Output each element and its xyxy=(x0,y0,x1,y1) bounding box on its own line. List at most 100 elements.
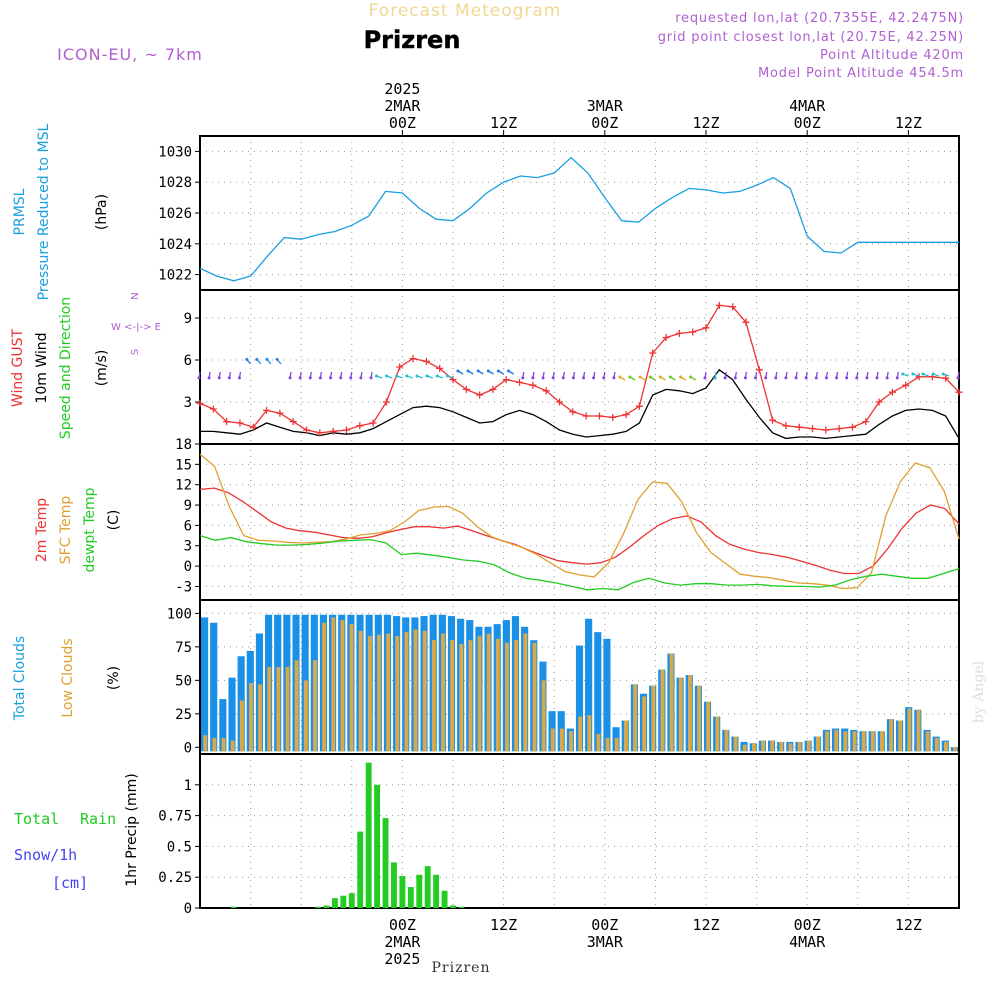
low-cloud-bar xyxy=(761,740,766,752)
gust-marker xyxy=(835,425,843,433)
low-cloud-bar xyxy=(907,708,912,752)
low-cloud-bar xyxy=(550,728,555,752)
gust-marker xyxy=(542,387,550,395)
requested-location: requested lon,lat (20.7355E, 42.2475N) xyxy=(675,11,964,26)
gust-marker xyxy=(289,418,297,426)
y-tick-label: 9 xyxy=(184,311,192,327)
compass-s: S xyxy=(130,349,141,355)
wind-direction-arrowhead xyxy=(911,372,915,376)
clouds-unit: (%) xyxy=(106,666,122,690)
wind-direction-arrowhead xyxy=(395,374,399,378)
low-cloud-bar xyxy=(870,731,875,752)
low-cloud-bar xyxy=(633,684,638,752)
wind-direction-arrowhead xyxy=(658,375,662,379)
gust-marker xyxy=(529,381,537,389)
gust-marker xyxy=(476,391,484,399)
wind-direction-arrowhead xyxy=(288,376,292,380)
gust-marker xyxy=(662,334,670,342)
bottom-time-label: 12Z xyxy=(692,916,719,934)
wind-direction-arrowhead xyxy=(435,374,439,378)
y-tick-label: 0 xyxy=(184,740,192,756)
wind-direction-arrowhead xyxy=(369,376,373,380)
gust-marker xyxy=(942,374,950,382)
wind-direction-arrowhead xyxy=(445,374,449,378)
low-cloud-bar xyxy=(303,680,308,752)
pressure-unit: (hPa) xyxy=(94,194,110,230)
wind-direction-arrowhead xyxy=(308,376,312,380)
y-tick-label: 1026 xyxy=(158,206,192,222)
rain-bar xyxy=(365,762,372,908)
gust-marker xyxy=(782,422,790,430)
total-clouds-label: Total Clouds xyxy=(12,636,28,721)
low-cloud-bar xyxy=(441,633,445,752)
gust-marker xyxy=(489,385,497,393)
low-cloud-bar xyxy=(834,729,839,752)
wind-direction-arrowhead xyxy=(602,376,606,380)
wind-direction-arrowhead xyxy=(689,375,693,379)
wind-direction-arrowhead xyxy=(865,376,869,380)
wind-direction-arrowhead xyxy=(507,369,511,373)
wind-direction-arrowhead xyxy=(733,376,737,380)
low-cloud-bar xyxy=(569,731,573,752)
low-clouds-label: Low Clouds xyxy=(60,638,76,717)
total-cloud-bar xyxy=(603,638,611,752)
low-cloud-bar xyxy=(313,660,317,752)
low-cloud-bar xyxy=(267,666,272,752)
low-cloud-bar xyxy=(660,669,665,752)
rain-bar xyxy=(441,890,448,908)
gust-marker xyxy=(356,422,364,430)
low-cloud-bar xyxy=(258,684,263,752)
gust-label: Wind GUST xyxy=(10,328,26,407)
gust-marker xyxy=(742,318,750,326)
y-tick-label: 6 xyxy=(184,353,192,369)
gust-marker xyxy=(276,409,284,417)
low-cloud-bar xyxy=(797,741,802,752)
gust-marker xyxy=(769,416,777,424)
low-cloud-bar xyxy=(605,737,610,752)
grid-location: grid point closest lon,lat (20.75E, 42.2… xyxy=(658,30,964,45)
low-cloud-bar xyxy=(724,729,729,752)
low-cloud-bar xyxy=(843,731,848,752)
low-cloud-bar xyxy=(788,743,793,752)
wind-direction-arrowhead xyxy=(425,374,429,378)
gust-marker xyxy=(236,419,244,427)
low-cloud-bar xyxy=(861,731,866,752)
snow-unit-label: [cm] xyxy=(52,874,88,892)
wind-direction-arrowhead xyxy=(227,376,231,380)
rain-bar xyxy=(399,875,406,908)
wind-direction-arrowhead xyxy=(723,376,727,380)
low-cloud-bar xyxy=(431,640,436,752)
wind-direction-arrowhead xyxy=(713,376,717,380)
gust-marker xyxy=(595,412,603,420)
y-tick-label: 1022 xyxy=(158,268,192,284)
low-cloud-bar xyxy=(934,737,939,752)
gust-marker xyxy=(422,357,430,365)
y-tick-label: 3 xyxy=(184,395,192,411)
wind-direction-arrowhead xyxy=(956,376,960,380)
low-cloud-bar xyxy=(559,728,564,752)
wind-label: 10m Wind xyxy=(34,332,50,403)
low-cloud-bar xyxy=(697,685,702,752)
low-cloud-bar xyxy=(925,731,930,752)
wind-direction-arrowhead xyxy=(835,376,839,380)
low-cloud-bar xyxy=(212,737,217,752)
low-cloud-bar xyxy=(852,731,857,752)
top-time-label: 2025 xyxy=(384,80,420,98)
low-cloud-bar xyxy=(349,624,354,752)
wind-direction-arrowhead xyxy=(628,375,632,379)
gust-marker xyxy=(635,402,643,410)
wind-direction-arrowhead xyxy=(804,376,808,380)
bottom-time-label: 2MAR xyxy=(384,933,421,951)
low-cloud-bar xyxy=(943,741,948,752)
compass-n: N xyxy=(130,292,141,299)
low-cloud-bar xyxy=(450,640,455,752)
gust-marker xyxy=(702,324,710,332)
wind-direction-arrowhead xyxy=(531,376,535,380)
top-time-label: 00Z xyxy=(794,114,821,132)
rain-bar xyxy=(323,905,330,908)
top-time-label: 4MAR xyxy=(789,97,826,115)
panel-frame-precip xyxy=(199,753,960,909)
gust-marker xyxy=(316,429,324,437)
gust-marker xyxy=(862,418,870,426)
rain-bar xyxy=(391,862,397,908)
